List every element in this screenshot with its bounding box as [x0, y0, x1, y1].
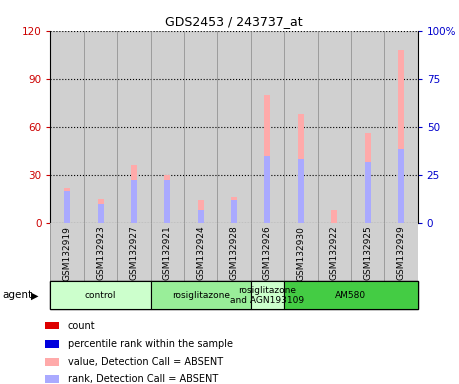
Text: value, Detection Call = ABSENT: value, Detection Call = ABSENT [67, 357, 223, 367]
Text: GSM132927: GSM132927 [129, 226, 139, 280]
Bar [45, 340, 60, 348]
Bar [131, 180, 137, 223]
Bar [45, 375, 60, 382]
Bar [384, 31, 418, 223]
Text: control: control [85, 291, 116, 300]
Bar [45, 322, 60, 329]
Bar [264, 156, 270, 223]
Bar [164, 180, 170, 223]
Bar [351, 223, 384, 282]
Bar [364, 162, 370, 223]
Text: ▶: ▶ [31, 290, 38, 300]
Text: AM580: AM580 [336, 291, 366, 300]
Text: rank, Detection Call = ABSENT: rank, Detection Call = ABSENT [67, 374, 218, 384]
Bar [50, 31, 84, 223]
Bar [231, 197, 237, 223]
Bar [364, 133, 370, 223]
Text: GSM132925: GSM132925 [363, 226, 372, 280]
Bar [284, 223, 318, 282]
Bar [284, 281, 418, 309]
Text: GSM132921: GSM132921 [163, 226, 172, 280]
Bar [45, 359, 60, 366]
Text: GSM132929: GSM132929 [397, 226, 405, 280]
Bar [184, 223, 218, 282]
Title: GDS2453 / 243737_at: GDS2453 / 243737_at [165, 15, 303, 28]
Bar [117, 223, 151, 282]
Text: agent: agent [2, 290, 33, 300]
Bar [218, 223, 251, 282]
Text: rosiglitazone: rosiglitazone [172, 291, 230, 300]
Bar [284, 31, 318, 223]
Bar [64, 187, 70, 223]
Bar [184, 31, 218, 223]
Text: GSM132926: GSM132926 [263, 226, 272, 280]
Bar [117, 31, 151, 223]
Text: count: count [67, 321, 95, 331]
Bar [318, 223, 351, 282]
Bar [164, 175, 170, 223]
Bar [218, 31, 251, 223]
Bar [251, 223, 284, 282]
Bar [384, 223, 418, 282]
Text: GSM132930: GSM132930 [297, 226, 305, 281]
Bar [331, 210, 337, 223]
Bar [198, 200, 204, 223]
Bar [198, 210, 204, 223]
Bar [351, 31, 384, 223]
Bar [98, 199, 104, 223]
Bar [98, 204, 104, 223]
Bar [318, 31, 351, 223]
Bar [131, 165, 137, 223]
Bar [84, 31, 117, 223]
Text: GSM132924: GSM132924 [196, 226, 205, 280]
Bar [50, 223, 84, 282]
Bar [298, 159, 304, 223]
Text: GSM132922: GSM132922 [330, 226, 339, 280]
Bar [84, 223, 117, 282]
Bar [264, 95, 270, 223]
Bar [64, 191, 70, 223]
Bar [151, 223, 184, 282]
Text: percentile rank within the sample: percentile rank within the sample [67, 339, 233, 349]
Bar [298, 114, 304, 223]
Bar [251, 31, 284, 223]
Bar [251, 281, 284, 309]
Bar [151, 31, 184, 223]
Text: rosiglitazone
and AGN193109: rosiglitazone and AGN193109 [230, 286, 304, 305]
Bar [50, 281, 151, 309]
Text: GSM132928: GSM132928 [230, 226, 239, 280]
Bar [398, 50, 404, 223]
Bar [231, 200, 237, 223]
Text: GSM132923: GSM132923 [96, 226, 105, 280]
Bar [398, 149, 404, 223]
Bar [151, 281, 251, 309]
Text: GSM132919: GSM132919 [63, 226, 72, 281]
